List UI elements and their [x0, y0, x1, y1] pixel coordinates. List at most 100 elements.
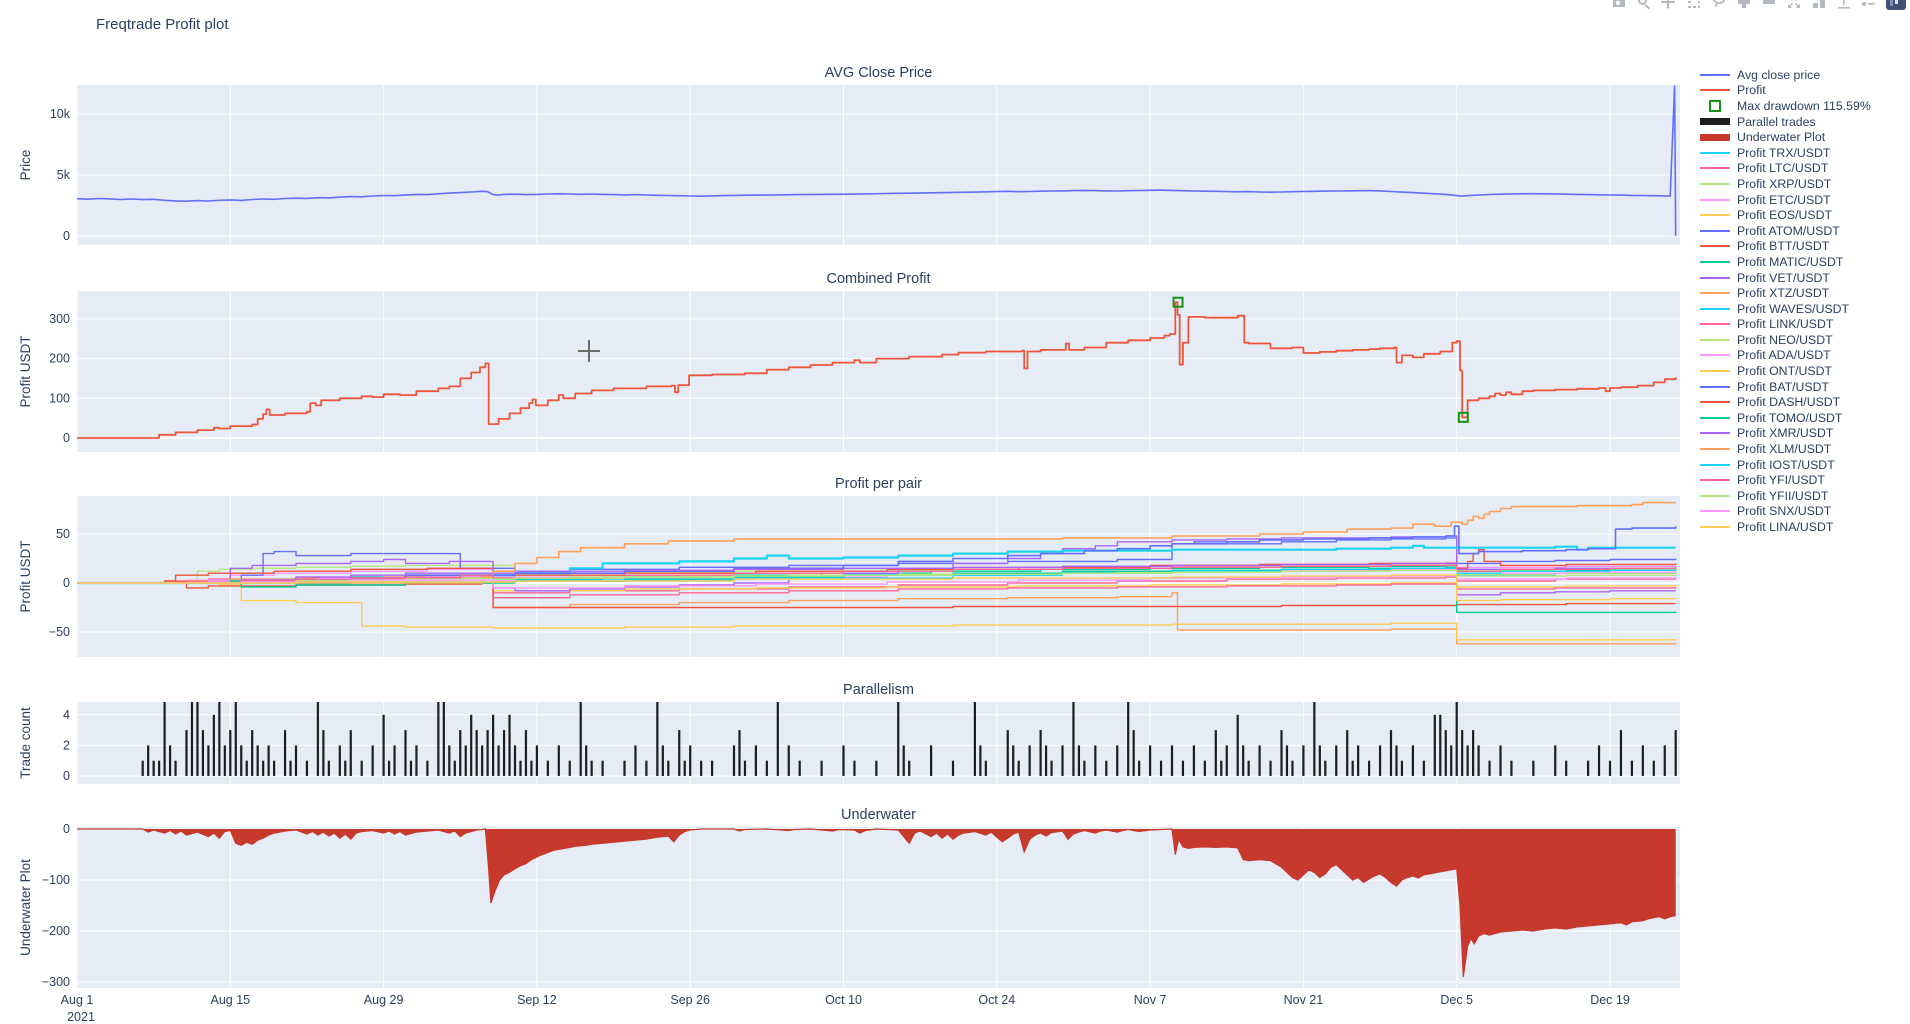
y-tick-label[interactable]: 4 [63, 708, 70, 722]
bar-parallel-trades[interactable] [1044, 745, 1048, 776]
legend-item-profit-ada-usdt[interactable]: Profit ADA/USDT [1700, 348, 1871, 364]
bar-parallel-trades[interactable] [141, 760, 144, 776]
legend-item-profit-ltc-usdt[interactable]: Profit LTC/USDT [1700, 161, 1871, 177]
zoom-in-icon[interactable] [1736, 0, 1752, 10]
bar-parallel-trades[interactable] [470, 714, 473, 776]
bar-parallel-trades[interactable] [459, 730, 462, 776]
line-underwater-plot[interactable] [77, 828, 1676, 977]
bar-parallel-trades[interactable] [152, 760, 155, 776]
legend-item-parallel-trades[interactable]: Parallel trades [1700, 114, 1871, 130]
bar-parallel-trades[interactable] [316, 700, 319, 777]
bar-parallel-trades[interactable] [1247, 760, 1250, 776]
bar-parallel-trades[interactable] [207, 745, 210, 776]
y-tick-label[interactable]: 0 [63, 431, 70, 445]
bar-parallel-trades[interactable] [1083, 760, 1086, 776]
bar-parallel-trades[interactable] [683, 760, 686, 776]
bar-parallel-trades[interactable] [524, 730, 528, 776]
x-tick-label[interactable]: Dec 5 [1440, 993, 1473, 1007]
bar-parallel-trades[interactable] [201, 730, 205, 776]
legend-item-profit-bat-usdt[interactable]: Profit BAT/USDT [1700, 379, 1871, 395]
bar-parallel-trades[interactable] [1181, 760, 1185, 776]
bar-parallel-trades[interactable] [409, 760, 413, 776]
bar-parallel-trades[interactable] [645, 760, 648, 776]
bar-parallel-trades[interactable] [1012, 745, 1015, 776]
bar-parallel-trades[interactable] [1236, 714, 1239, 776]
bar-parallel-trades[interactable] [344, 760, 347, 776]
bar-parallel-trades[interactable] [1400, 760, 1404, 776]
bar-parallel-trades[interactable] [754, 745, 757, 776]
bar-parallel-trades[interactable] [700, 760, 703, 776]
series-profit-vet-usdt[interactable] [77, 535, 1676, 596]
bar-parallel-trades[interactable] [979, 745, 982, 776]
bar-parallel-trades[interactable] [464, 745, 467, 776]
bar-parallel-trades[interactable] [678, 730, 681, 776]
bar-parallel-trades[interactable] [1499, 745, 1502, 776]
bar-parallel-trades[interactable] [897, 700, 900, 777]
bar-parallel-trades[interactable] [738, 730, 741, 776]
legend-item-profit-matic-usdt[interactable]: Profit MATIC/USDT [1700, 254, 1871, 270]
bar-parallel-trades[interactable] [229, 730, 232, 776]
bar-parallel-trades[interactable] [371, 745, 374, 776]
bar-parallel-trades[interactable] [798, 760, 801, 776]
legend-item-profit-neo-usdt[interactable]: Profit NEO/USDT [1700, 332, 1871, 348]
bar-parallel-trades[interactable] [349, 730, 352, 776]
bar-parallel-trades[interactable] [393, 745, 396, 776]
y-tick-label[interactable]: 50 [56, 527, 70, 541]
bar-parallel-trades[interactable] [404, 730, 407, 776]
bar-parallel-trades[interactable] [267, 745, 270, 776]
bar-parallel-trades[interactable] [601, 760, 604, 776]
bar-parallel-trades[interactable] [327, 760, 330, 776]
zoom-icon[interactable] [1636, 0, 1652, 10]
bar-parallel-trades[interactable] [492, 714, 495, 776]
bar-parallel-trades[interactable] [234, 700, 237, 777]
bar-parallel-trades[interactable] [1357, 745, 1360, 776]
bar-parallel-trades[interactable] [1488, 760, 1491, 776]
plot-area-combined-profit[interactable] [77, 291, 1680, 452]
bar-parallel-trades[interactable] [689, 745, 692, 776]
x-tick-label[interactable]: Aug 1 [61, 993, 94, 1007]
bar-parallel-trades[interactable] [1346, 730, 1349, 776]
bar-parallel-trades[interactable] [1477, 745, 1480, 776]
camera-icon[interactable] [1611, 0, 1627, 10]
bar-parallel-trades[interactable] [1116, 745, 1119, 776]
bar-parallel-trades[interactable] [294, 745, 298, 776]
x-tick-label[interactable]: Nov 7 [1134, 993, 1167, 1007]
bar-parallel-trades[interactable] [453, 760, 456, 776]
bar-parallel-trades[interactable] [1318, 745, 1321, 776]
bar-parallel-trades[interactable] [437, 700, 440, 777]
lasso-select-icon[interactable] [1711, 0, 1727, 10]
bar-parallel-trades[interactable] [1159, 760, 1163, 776]
bar-parallel-trades[interactable] [508, 714, 511, 776]
legend-item-profit-vet-usdt[interactable]: Profit VET/USDT [1700, 270, 1871, 286]
legend-item-max-drawdown-115-59[interactable]: Max drawdown 115.59% [1700, 98, 1871, 114]
y-tick-label[interactable]: −100 [42, 873, 70, 887]
bar-parallel-trades[interactable] [382, 714, 385, 776]
x-tick-label[interactable]: Oct 10 [825, 993, 862, 1007]
legend-item-profit-atom-usdt[interactable]: Profit ATOM/USDT [1700, 223, 1871, 239]
legend-item-profit-iost-usdt[interactable]: Profit IOST/USDT [1700, 457, 1871, 473]
bar-parallel-trades[interactable] [1608, 760, 1612, 776]
bar-parallel-trades[interactable] [163, 700, 166, 777]
bar-parallel-trades[interactable] [776, 700, 779, 777]
bar-parallel-trades[interactable] [930, 745, 933, 776]
area-underwater-plot[interactable] [77, 829, 1676, 977]
bar-parallel-trades[interactable] [1149, 745, 1152, 776]
bar-parallel-trades[interactable] [765, 760, 768, 776]
bar-parallel-trades[interactable] [1242, 745, 1245, 776]
bar-parallel-trades[interactable] [223, 745, 226, 776]
bar-parallel-trades[interactable] [1313, 700, 1316, 777]
bar-parallel-trades[interactable] [732, 745, 736, 776]
bar-parallel-trades[interactable] [262, 760, 265, 776]
bar-parallel-trades[interactable] [1378, 745, 1382, 776]
bar-parallel-trades[interactable] [842, 745, 845, 776]
bar-parallel-trades[interactable] [1006, 730, 1009, 776]
plotly-logo[interactable] [1886, 0, 1906, 10]
bar-parallel-trades[interactable] [1138, 760, 1141, 776]
bar-parallel-trades[interactable] [1220, 760, 1223, 776]
bar-parallel-trades[interactable] [1028, 745, 1031, 776]
series-profit-yfii-usdt[interactable] [77, 569, 1677, 584]
autoscale-icon[interactable] [1786, 0, 1802, 10]
legend-item-avg-close-price[interactable]: Avg close price [1700, 67, 1871, 83]
bar-parallel-trades[interactable] [1472, 730, 1475, 776]
x-tick-label[interactable]: Oct 24 [978, 993, 1015, 1007]
